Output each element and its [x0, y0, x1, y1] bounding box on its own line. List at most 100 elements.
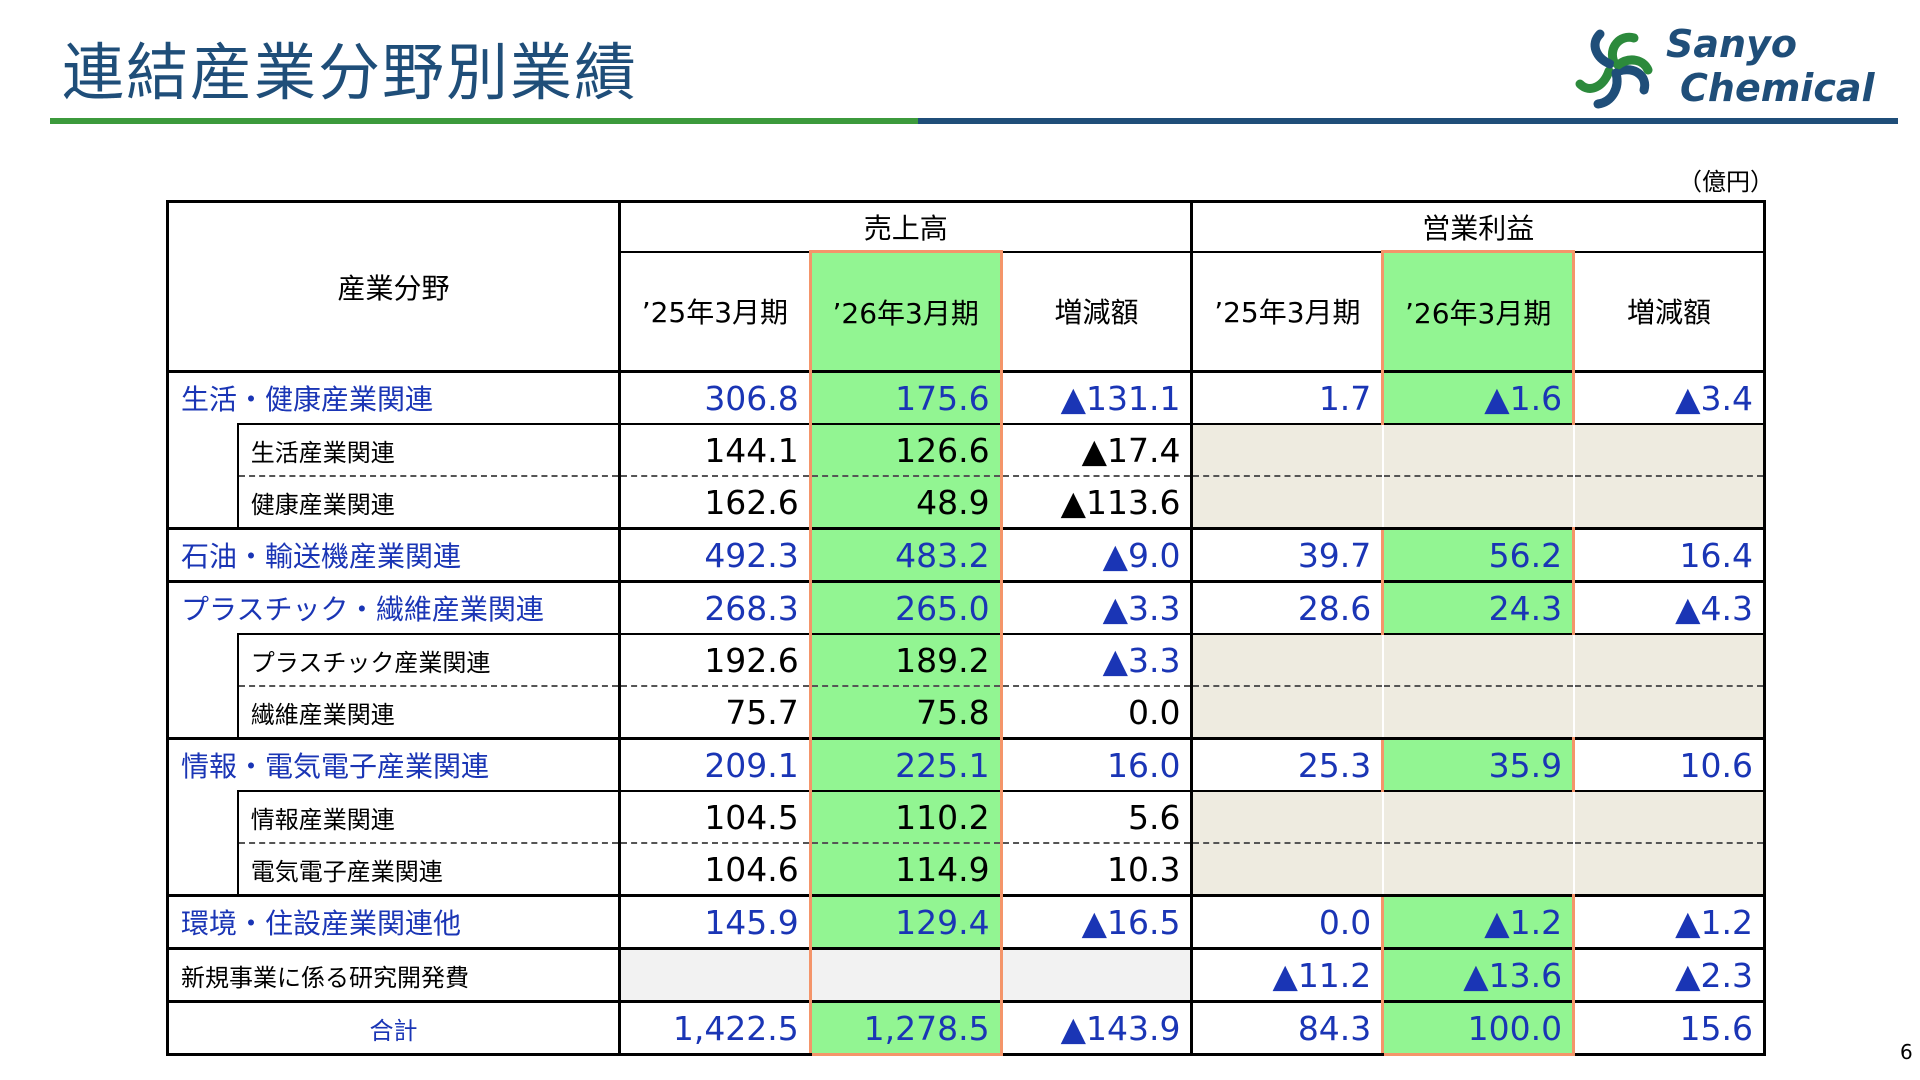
table-row: 生活・健康産業関連 306.8 175.6 ▲131.1 1.7 ▲1.6 ▲3…: [166, 370, 1766, 424]
cell-op-empty: [1573, 633, 1766, 686]
page-title: 連結産業分野別業績: [62, 36, 639, 109]
cell-sales-diff: 5.6: [1001, 790, 1194, 843]
table-row: 情報・電気電子産業関連 209.1 225.1 16.0 25.3 35.9 1…: [166, 737, 1766, 791]
table-row: 生活産業関連 144.1 126.6 ▲17.4: [165, 423, 1766, 529]
row-label: 新規事業に係る研究開発費: [166, 947, 621, 1002]
cell-sales-diff: ▲3.3: [1001, 580, 1194, 634]
cell-op-fy25: 1.7: [1191, 370, 1383, 424]
total-row: 合計 1,422.5 1,278.5 ▲143.9 84.3 100.0 15.…: [166, 1000, 1766, 1056]
segment-results-table: 産業分野 売上高 営業利益 ’25年3月期 ’26年3月期 増減額 ’25年3月…: [165, 200, 1766, 1056]
cell-op-diff: 15.6: [1573, 1000, 1766, 1056]
indent-spacer: [165, 791, 238, 896]
cell-op-fy26: ▲1.2: [1381, 894, 1576, 949]
cell-sales-fy25: 306.8: [619, 370, 811, 424]
row-label: 電気電子産業関連: [236, 842, 621, 896]
company-logo: Sanyo Chemical: [1568, 22, 1898, 112]
cell-op-empty: [1381, 842, 1575, 896]
cell-sales-fy26: 114.9: [808, 842, 1003, 896]
cell-op-empty: [1573, 842, 1766, 896]
cell-sales-fy26: 225.1: [808, 737, 1003, 791]
cell-op-empty: [1191, 790, 1383, 843]
row-label: 繊維産業関連: [236, 685, 621, 739]
cell-sales-diff: 10.3: [1001, 842, 1194, 896]
row-label: 生活産業関連: [236, 423, 621, 476]
cell-sales-fy25: 75.7: [619, 685, 811, 739]
cell-sales-diff: ▲131.1: [1001, 370, 1194, 424]
cell-op-fy25: 84.3: [1191, 1000, 1383, 1056]
cell-op-diff: 16.4: [1573, 527, 1766, 582]
cell-op-fy25: ▲11.2: [1191, 947, 1383, 1002]
cell-op-diff: ▲4.3: [1573, 580, 1766, 634]
table-row: 電気電子産業関連 104.6 114.9 10.3: [168, 842, 1766, 896]
header-op-diff: 増減額: [1573, 251, 1766, 372]
op-group-header: 営業利益: [1191, 200, 1766, 253]
row-label: 健康産業関連: [236, 475, 621, 529]
cell-sales-fy26: 189.2: [808, 633, 1003, 686]
cell-sales-diff: ▲143.9: [1001, 1000, 1194, 1056]
table-row: 環境・住設産業関連他 145.9 129.4 ▲16.5 0.0 ▲1.2 ▲1…: [166, 894, 1766, 949]
cell-sales-fy25: 492.3: [619, 527, 811, 582]
table-row: プラスチック産業関連 192.6 189.2 ▲3.3: [165, 633, 1766, 739]
corner-header: 産業分野: [166, 200, 621, 372]
title-rule-green: [50, 118, 918, 124]
cell-sales-empty: [1001, 947, 1194, 1002]
cell-sales-fy25: 104.5: [619, 790, 811, 843]
cell-sales-fy26: 75.8: [808, 685, 1003, 739]
cell-op-diff: ▲2.3: [1573, 947, 1766, 1002]
cell-sales-empty: [808, 947, 1003, 1002]
cell-sales-diff: ▲9.0: [1001, 527, 1194, 582]
title-rule-blue: [918, 118, 1898, 124]
cell-sales-fy26: 1,278.5: [808, 1000, 1003, 1056]
cell-op-fy26: ▲1.6: [1381, 370, 1576, 424]
cell-sales-fy26: 48.9: [808, 475, 1003, 529]
total-label: 合計: [166, 1000, 621, 1056]
cell-op-empty: [1573, 475, 1766, 529]
table-row: 繊維産業関連 75.7 75.8 0.0: [168, 685, 1766, 739]
cell-op-diff: ▲3.4: [1573, 370, 1766, 424]
row-label: 情報・電気電子産業関連: [166, 737, 621, 791]
cell-op-empty: [1191, 633, 1383, 686]
cell-sales-diff: ▲113.6: [1001, 475, 1194, 529]
sales-group-header: 売上高: [619, 200, 1194, 253]
logo-text-sanyo: Sanyo: [1666, 22, 1797, 66]
cell-sales-diff: 16.0: [1001, 737, 1194, 791]
cell-op-empty: [1381, 790, 1575, 843]
header-sales-diff: 増減額: [1001, 251, 1194, 372]
page-number: 6: [1900, 1040, 1913, 1064]
table-row: 新規事業に係る研究開発費 ▲11.2 ▲13.6 ▲2.3: [166, 947, 1766, 1002]
header-op-fy25: ’25年3月期: [1214, 296, 1361, 330]
pinwheel-logo-icon: [1575, 29, 1653, 109]
cell-op-empty: [1381, 423, 1575, 476]
cell-op-empty: [1381, 633, 1575, 686]
cell-sales-diff: ▲17.4: [1001, 423, 1194, 476]
cell-sales-fy25: 104.6: [619, 842, 811, 896]
cell-sales-fy25: 209.1: [619, 737, 811, 791]
cell-sales-fy26: 110.2: [808, 790, 1003, 843]
cell-sales-fy26: 265.0: [808, 580, 1003, 634]
indent-spacer: [165, 424, 238, 529]
cell-sales-fy25: 268.3: [619, 580, 811, 634]
cell-op-fy26: 35.9: [1381, 737, 1576, 791]
row-label: プラスチック・繊維産業関連: [166, 580, 621, 634]
cell-op-empty: [1573, 423, 1766, 476]
cell-op-diff: 10.6: [1573, 737, 1766, 791]
cell-sales-fy25: 1,422.5: [619, 1000, 811, 1056]
cell-sales-fy26: 129.4: [808, 894, 1003, 949]
cell-op-fy26: 100.0: [1381, 1000, 1576, 1056]
table-row: 石油・輸送機産業関連 492.3 483.2 ▲9.0 39.7 56.2 16…: [166, 527, 1766, 582]
table-row: プラスチック・繊維産業関連 268.3 265.0 ▲3.3 28.6 24.3…: [166, 580, 1766, 634]
cell-sales-diff: 0.0: [1001, 685, 1194, 739]
header-sales-fy25: ’25年3月期: [641, 296, 789, 330]
row-label: プラスチック産業関連: [236, 633, 621, 686]
header-op-fy26: ’26年3月期: [1381, 250, 1576, 372]
cell-op-fy26: 56.2: [1381, 527, 1576, 582]
cell-op-fy26: ▲13.6: [1381, 947, 1576, 1002]
cell-op-empty: [1191, 842, 1383, 896]
cell-op-empty: [1381, 685, 1575, 739]
cell-op-fy26: 24.3: [1381, 580, 1576, 634]
cell-op-fy25: 0.0: [1191, 894, 1383, 949]
indent-spacer: [165, 634, 238, 739]
cell-sales-fy26: 175.6: [808, 370, 1003, 424]
cell-op-fy25: 28.6: [1191, 580, 1383, 634]
cell-sales-diff: ▲16.5: [1001, 894, 1194, 949]
